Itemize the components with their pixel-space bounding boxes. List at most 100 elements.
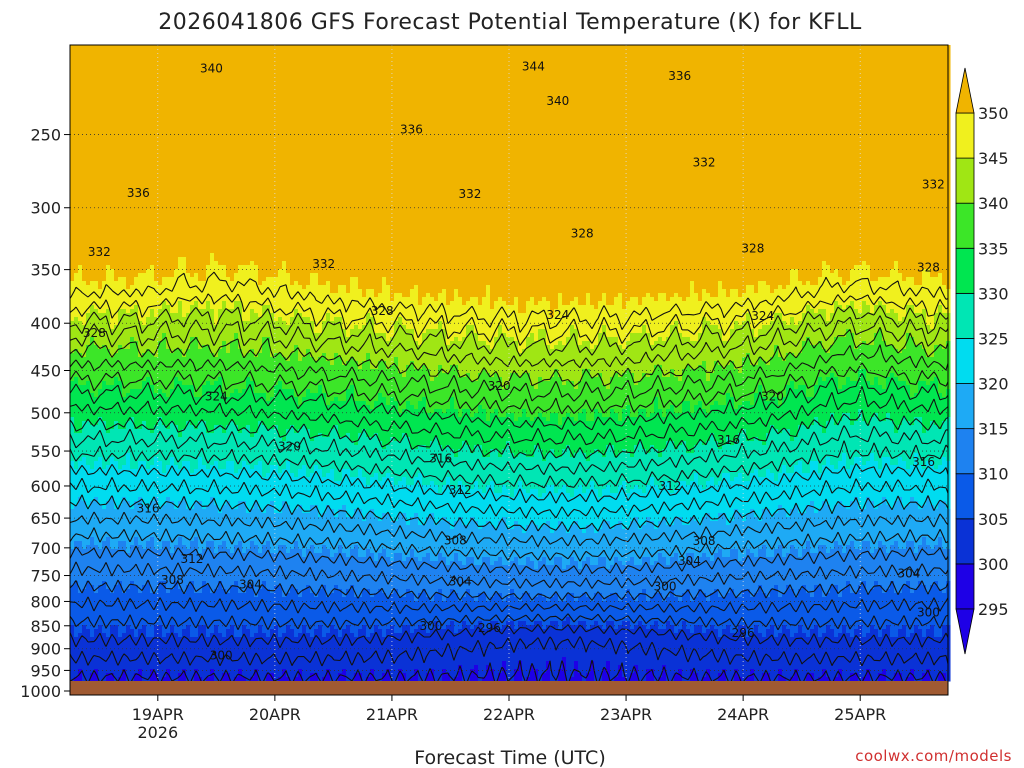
field-cell [306, 65, 311, 70]
field-cell [914, 81, 919, 86]
field-cell [90, 105, 95, 110]
field-cell [854, 81, 859, 86]
field-cell [386, 57, 391, 62]
field-cell [254, 101, 259, 106]
field-cell [414, 85, 419, 90]
field-cell [886, 53, 891, 58]
field-cell [510, 85, 515, 90]
field-cell [426, 89, 431, 94]
field-cell [98, 105, 103, 110]
field-cell [890, 69, 895, 74]
field-cell [238, 57, 243, 62]
field-cell [350, 93, 355, 98]
field-cell [374, 93, 379, 98]
field-cell [794, 77, 799, 82]
field-cell [730, 97, 735, 102]
field-cell [822, 53, 827, 58]
field-cell [198, 93, 203, 98]
field-cell [538, 93, 543, 98]
field-cell [186, 69, 191, 74]
field-cell [122, 49, 127, 54]
field-cell [338, 97, 343, 102]
field-cell [442, 89, 447, 94]
field-cell [738, 45, 743, 50]
field-cell [106, 49, 111, 54]
field-cell [146, 101, 151, 106]
field-cell [878, 53, 883, 58]
field-cell [578, 45, 583, 50]
field-cell [898, 89, 903, 94]
field-cell [774, 81, 779, 86]
field-cell [614, 49, 619, 54]
field-cell [882, 89, 887, 94]
field-cell [394, 105, 399, 110]
field-cell [642, 53, 647, 58]
field-cell [310, 101, 315, 106]
field-cell [814, 97, 819, 102]
field-cell [642, 81, 647, 86]
field-cell [406, 73, 411, 78]
field-cell [658, 49, 663, 54]
field-cell [342, 53, 347, 58]
field-cell [734, 53, 739, 58]
field-cell [686, 89, 691, 94]
field-cell [570, 57, 575, 62]
field-cell [522, 101, 527, 106]
field-cell [602, 49, 607, 54]
field-cell [730, 101, 735, 106]
field-cell [542, 81, 547, 86]
field-cell [458, 93, 463, 98]
field-cell [886, 97, 891, 102]
field-cell [814, 45, 819, 50]
field-cell [586, 61, 591, 66]
field-cell [778, 61, 783, 66]
field-cell [866, 81, 871, 86]
field-cell [242, 105, 247, 110]
field-cell [566, 53, 571, 58]
field-cell [822, 77, 827, 82]
field-cell [930, 93, 935, 98]
field-cell [170, 69, 175, 74]
field-cell [382, 57, 387, 62]
field-cell [338, 101, 343, 106]
field-cell [618, 85, 623, 90]
field-cell [222, 81, 227, 86]
field-cell [134, 93, 139, 98]
field-cell [730, 85, 735, 90]
field-cell [330, 73, 335, 78]
field-cell [446, 61, 451, 66]
field-cell [126, 101, 131, 106]
field-cell [366, 73, 371, 78]
field-cell [570, 77, 575, 82]
field-cell [590, 85, 595, 90]
field-cell [174, 53, 179, 58]
field-cell [746, 81, 751, 86]
field-cell [270, 77, 275, 82]
field-cell [70, 89, 75, 94]
field-cell [870, 73, 875, 78]
field-cell [490, 105, 495, 110]
field-cell [898, 49, 903, 54]
field-cell [866, 77, 871, 82]
field-cell [774, 97, 779, 102]
field-cell [246, 69, 251, 74]
field-cell [594, 61, 599, 66]
field-cell [654, 81, 659, 86]
field-cell [238, 49, 243, 54]
field-cell [538, 73, 543, 78]
field-cell [406, 45, 411, 50]
field-cell [94, 57, 99, 62]
field-cell [126, 49, 131, 54]
field-cell [394, 89, 399, 94]
field-cell [918, 77, 923, 82]
field-cell [618, 45, 623, 50]
field-cell [434, 45, 439, 50]
field-cell [406, 65, 411, 70]
field-cell [398, 89, 403, 94]
field-cell [174, 89, 179, 94]
field-cell [266, 85, 271, 90]
field-cell [474, 53, 479, 58]
field-cell [662, 85, 667, 90]
field-cell [454, 85, 459, 90]
field-cell [670, 61, 675, 66]
